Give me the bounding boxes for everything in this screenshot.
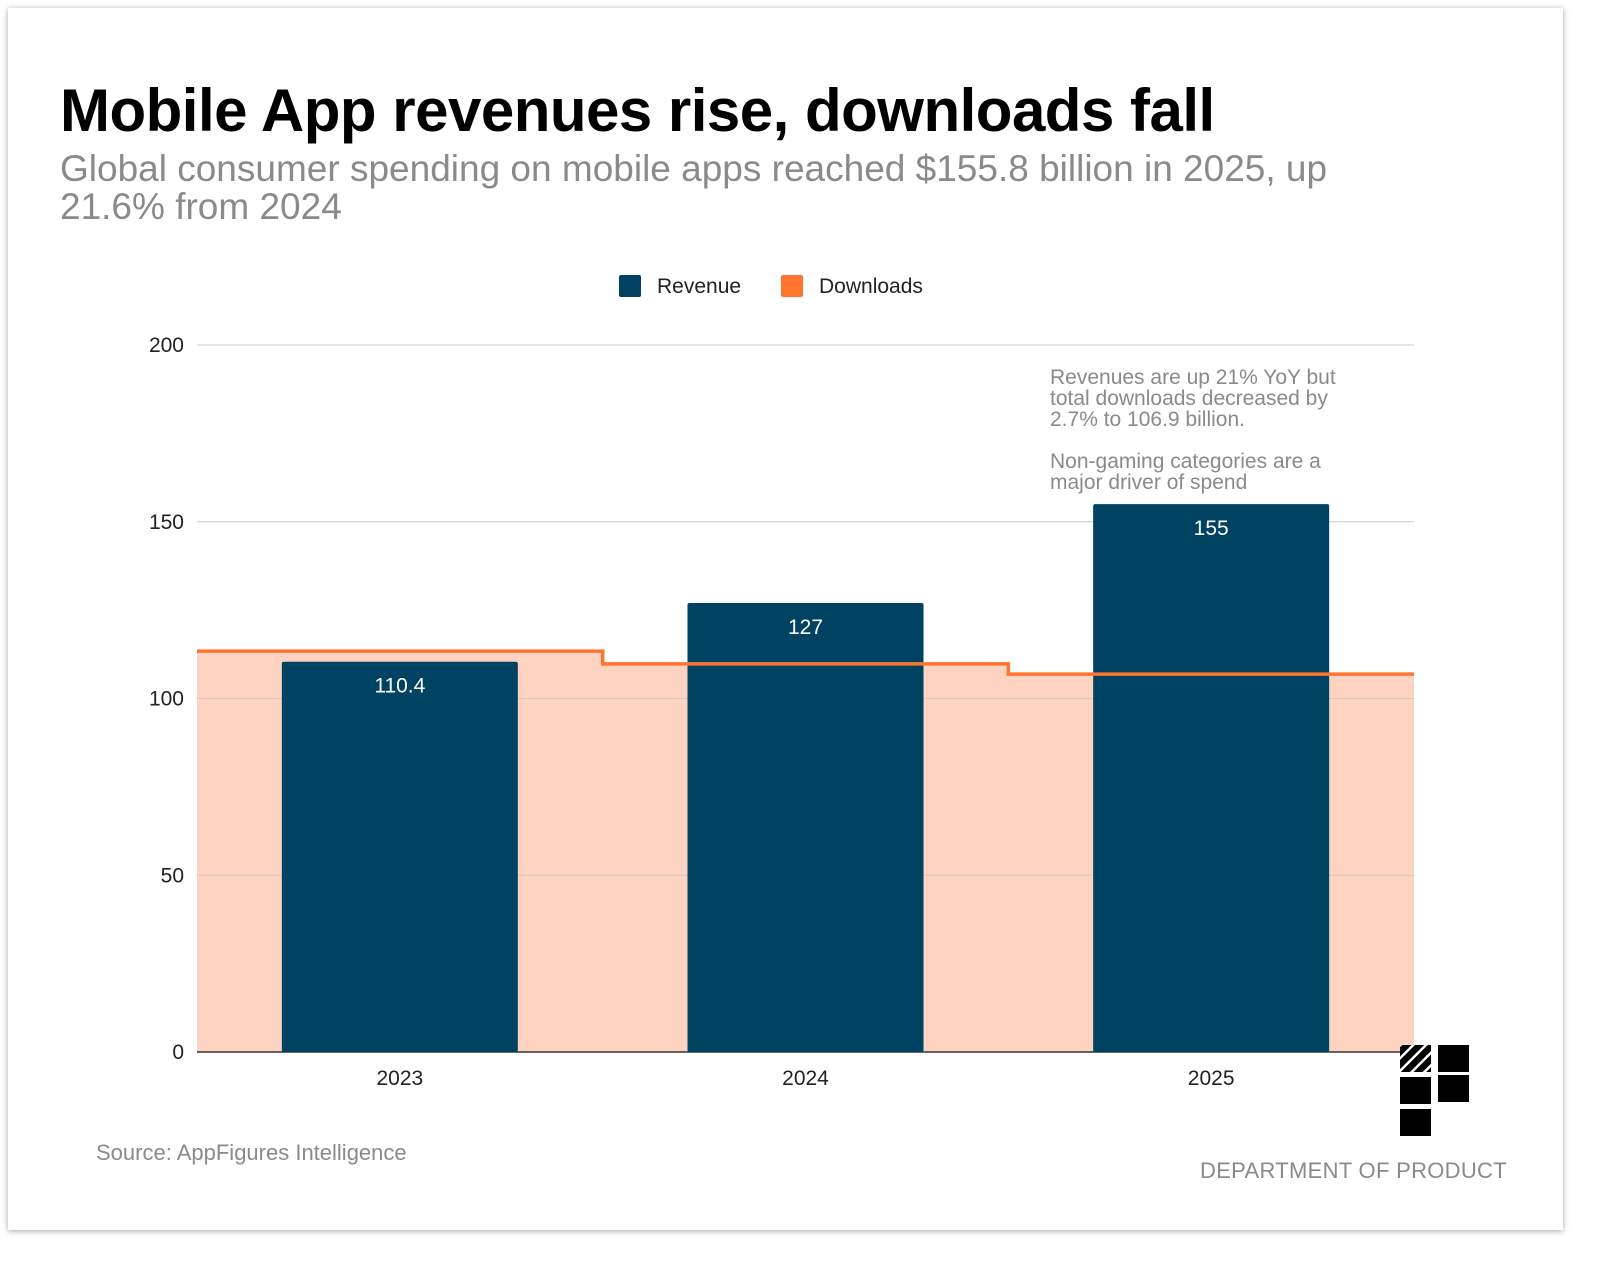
annotation-line: 2.7% to 106.9 billion.: [1050, 408, 1245, 431]
y-tick-label: 0: [172, 1041, 184, 1064]
revenue-bar: [687, 603, 924, 1052]
source-note: Source: AppFigures Intelligence: [96, 1140, 407, 1165]
revenue-bar: [1093, 504, 1330, 1052]
x-tick-label: 2023: [376, 1067, 423, 1090]
annotation-line: total downloads decreased by: [1050, 387, 1328, 410]
legend-swatch-revenue: [619, 275, 641, 297]
y-tick-label: 100: [149, 688, 184, 711]
y-tick-label: 150: [149, 511, 184, 534]
y-tick-label: 200: [149, 334, 184, 357]
revenue-data-label: 155: [1194, 517, 1229, 540]
annotation-line: Revenues are up 21% YoY but: [1050, 366, 1336, 389]
revenue-data-label: 110.4: [374, 675, 425, 698]
annotation-line: Non-gaming categories are a: [1050, 450, 1321, 473]
y-tick-label: 50: [161, 864, 184, 887]
legend-swatch-downloads: [781, 275, 803, 297]
legend-label-revenue: Revenue: [657, 275, 741, 298]
x-tick-label: 2024: [782, 1067, 829, 1090]
annotation-line: major driver of spend: [1050, 471, 1247, 494]
x-tick-label: 2025: [1188, 1067, 1235, 1090]
chart-title: Mobile App revenues rise, downloads fall: [60, 77, 1215, 144]
brand-name: DEPARTMENT OF PRODUCT: [1200, 1158, 1507, 1183]
revenue-data-label: 127: [788, 616, 823, 639]
chart-subtitle: Global consumer spending on mobile apps …: [60, 148, 1328, 227]
downloads-line: [197, 649, 1414, 676]
revenue-bar: [281, 661, 518, 1052]
legend-label-downloads: Downloads: [819, 275, 923, 298]
